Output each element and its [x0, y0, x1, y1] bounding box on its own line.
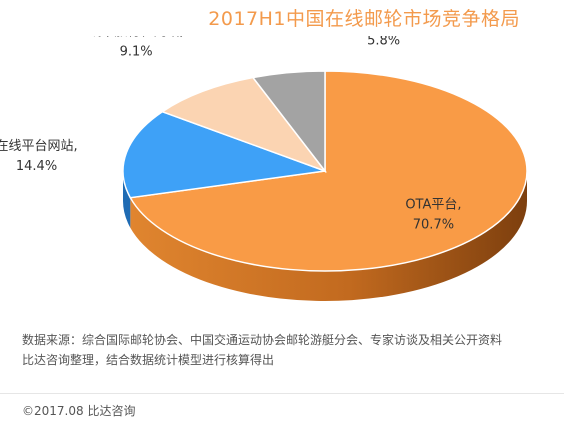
slice-label-1: 在线平台网站, — [0, 139, 78, 154]
slice-value-0: 70.7% — [413, 217, 454, 232]
pie-side-0 — [130, 171, 527, 301]
slice-label-2: 线下旅行社网站, — [89, 36, 184, 40]
source-line-1: 数据来源：综合国际邮轮协会、中国交通运动协会邮轮游艇分会、专家访谈及相关公开资料 — [22, 333, 503, 347]
pie-slice-1[interactable] — [122, 110, 326, 199]
pie-slice-0[interactable] — [129, 70, 528, 272]
pie-slice-2[interactable] — [160, 76, 328, 173]
data-source-note: 数据来源：综合国际邮轮协会、中国交通运动协会邮轮游艇分会、专家访谈及相关公开资料… — [22, 330, 502, 370]
footer-divider — [0, 393, 564, 394]
chart-title: 2017H1中国在线邮轮市场竞争格局 — [208, 8, 520, 30]
slice-value-3: 5.8% — [367, 36, 400, 48]
pie-slice-3[interactable] — [251, 70, 326, 174]
slice-value-2: 9.1% — [120, 45, 153, 60]
slice-label-0: OTA平台, — [405, 197, 461, 212]
source-line-2: 比达咨询整理，结合数据统计模型进行核算得出 — [22, 353, 275, 367]
pie-chart: OTA平台,70.7%在线平台网站,14.4%线下旅行社网站,9.1%邮轮公司官… — [0, 36, 528, 301]
slice-value-1: 14.4% — [16, 159, 57, 174]
copyright-text: ©2017.08 比达咨询 — [22, 404, 136, 418]
